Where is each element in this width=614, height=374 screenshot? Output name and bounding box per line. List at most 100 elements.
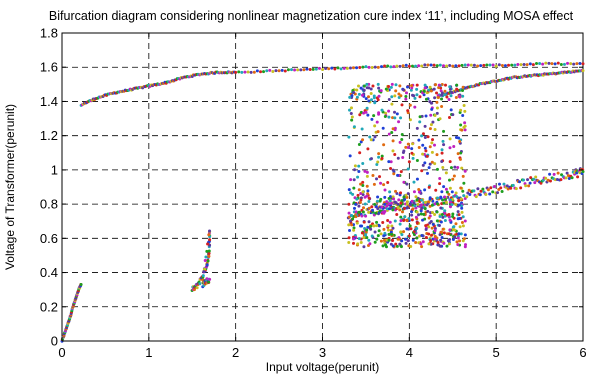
data-point [521,178,525,182]
data-point [428,197,432,201]
data-point [347,211,351,215]
data-point [457,199,461,203]
data-point [532,177,536,181]
data-point [461,215,465,219]
data-point [499,186,503,190]
data-point [458,111,462,115]
data-point [526,178,530,182]
data-point [377,111,381,115]
data-point [392,172,396,176]
data-point [406,109,410,113]
data-point [330,66,334,70]
data-point [440,213,444,217]
data-point [438,214,442,218]
data-point [400,210,404,214]
data-point [405,227,409,231]
data-point [485,63,489,67]
data-point [379,89,383,93]
data-point [362,236,366,240]
data-point [290,68,294,72]
data-point [357,204,361,208]
data-point [352,237,356,241]
data-point [481,187,485,191]
data-point [429,63,433,67]
data-point [404,63,408,67]
data-point [461,224,465,228]
data-point [351,217,355,221]
data-point [394,242,398,246]
data-point [377,94,381,98]
data-point [204,255,208,259]
data-point [444,200,448,204]
data-point [417,138,421,142]
data-point [467,188,471,192]
data-point [397,120,401,124]
data-point [415,177,419,181]
data-point [392,65,396,69]
data-point [389,65,393,69]
data-point [402,149,406,153]
data-point [393,116,397,120]
data-point [411,156,415,160]
data-point [387,207,391,211]
axis-ticks: 0 1 2 3 4 5 6 0 0.2 0.4 0.6 0.8 1 1.2 1.4 1.6 1.8 [40,26,587,361]
data-point [570,176,574,180]
data-point [406,146,410,150]
data-point [569,62,573,66]
data-point [376,160,380,164]
data-point [387,132,391,136]
data-point [352,125,356,129]
data-point [393,152,397,156]
data-point [454,136,458,140]
data-point [347,202,351,206]
data-point [409,210,413,214]
data-point [365,194,369,198]
data-point [365,106,369,110]
data-point [354,210,358,214]
data-point [262,70,266,74]
data-point [460,220,464,224]
x-tick-label: 6 [579,345,586,360]
data-point [383,188,387,192]
data-point [524,184,528,188]
data-point [387,238,391,242]
data-point [424,236,428,240]
data-point [415,226,419,230]
data-point [427,216,431,220]
data-point [355,66,359,70]
x-tick-label: 1 [145,345,152,360]
data-point [410,199,414,203]
data-point [396,202,400,206]
data-point [348,228,352,232]
data-point [399,116,403,120]
data-point [359,198,363,202]
data-point [399,94,403,98]
data-point [493,184,497,188]
data-point [370,98,374,102]
data-point [491,63,495,67]
data-point [405,219,409,223]
data-point [369,157,373,161]
data-point [454,191,458,195]
data-point [461,239,465,243]
data-point [439,220,443,224]
data-point [435,202,439,206]
data-point [533,181,537,185]
data-point [384,243,388,247]
data-point [462,181,466,185]
data-point [207,280,211,284]
data-point [442,241,446,245]
data-point [355,88,359,92]
data-point [433,237,437,241]
data-point [441,139,445,143]
data-point [423,63,427,67]
data-point [462,125,466,129]
data-point [460,63,464,67]
data-point [373,101,377,105]
data-point [362,84,366,88]
data-point [424,224,428,228]
data-point [422,212,426,216]
data-point [397,92,401,96]
data-point [363,169,367,173]
data-point [546,178,550,182]
